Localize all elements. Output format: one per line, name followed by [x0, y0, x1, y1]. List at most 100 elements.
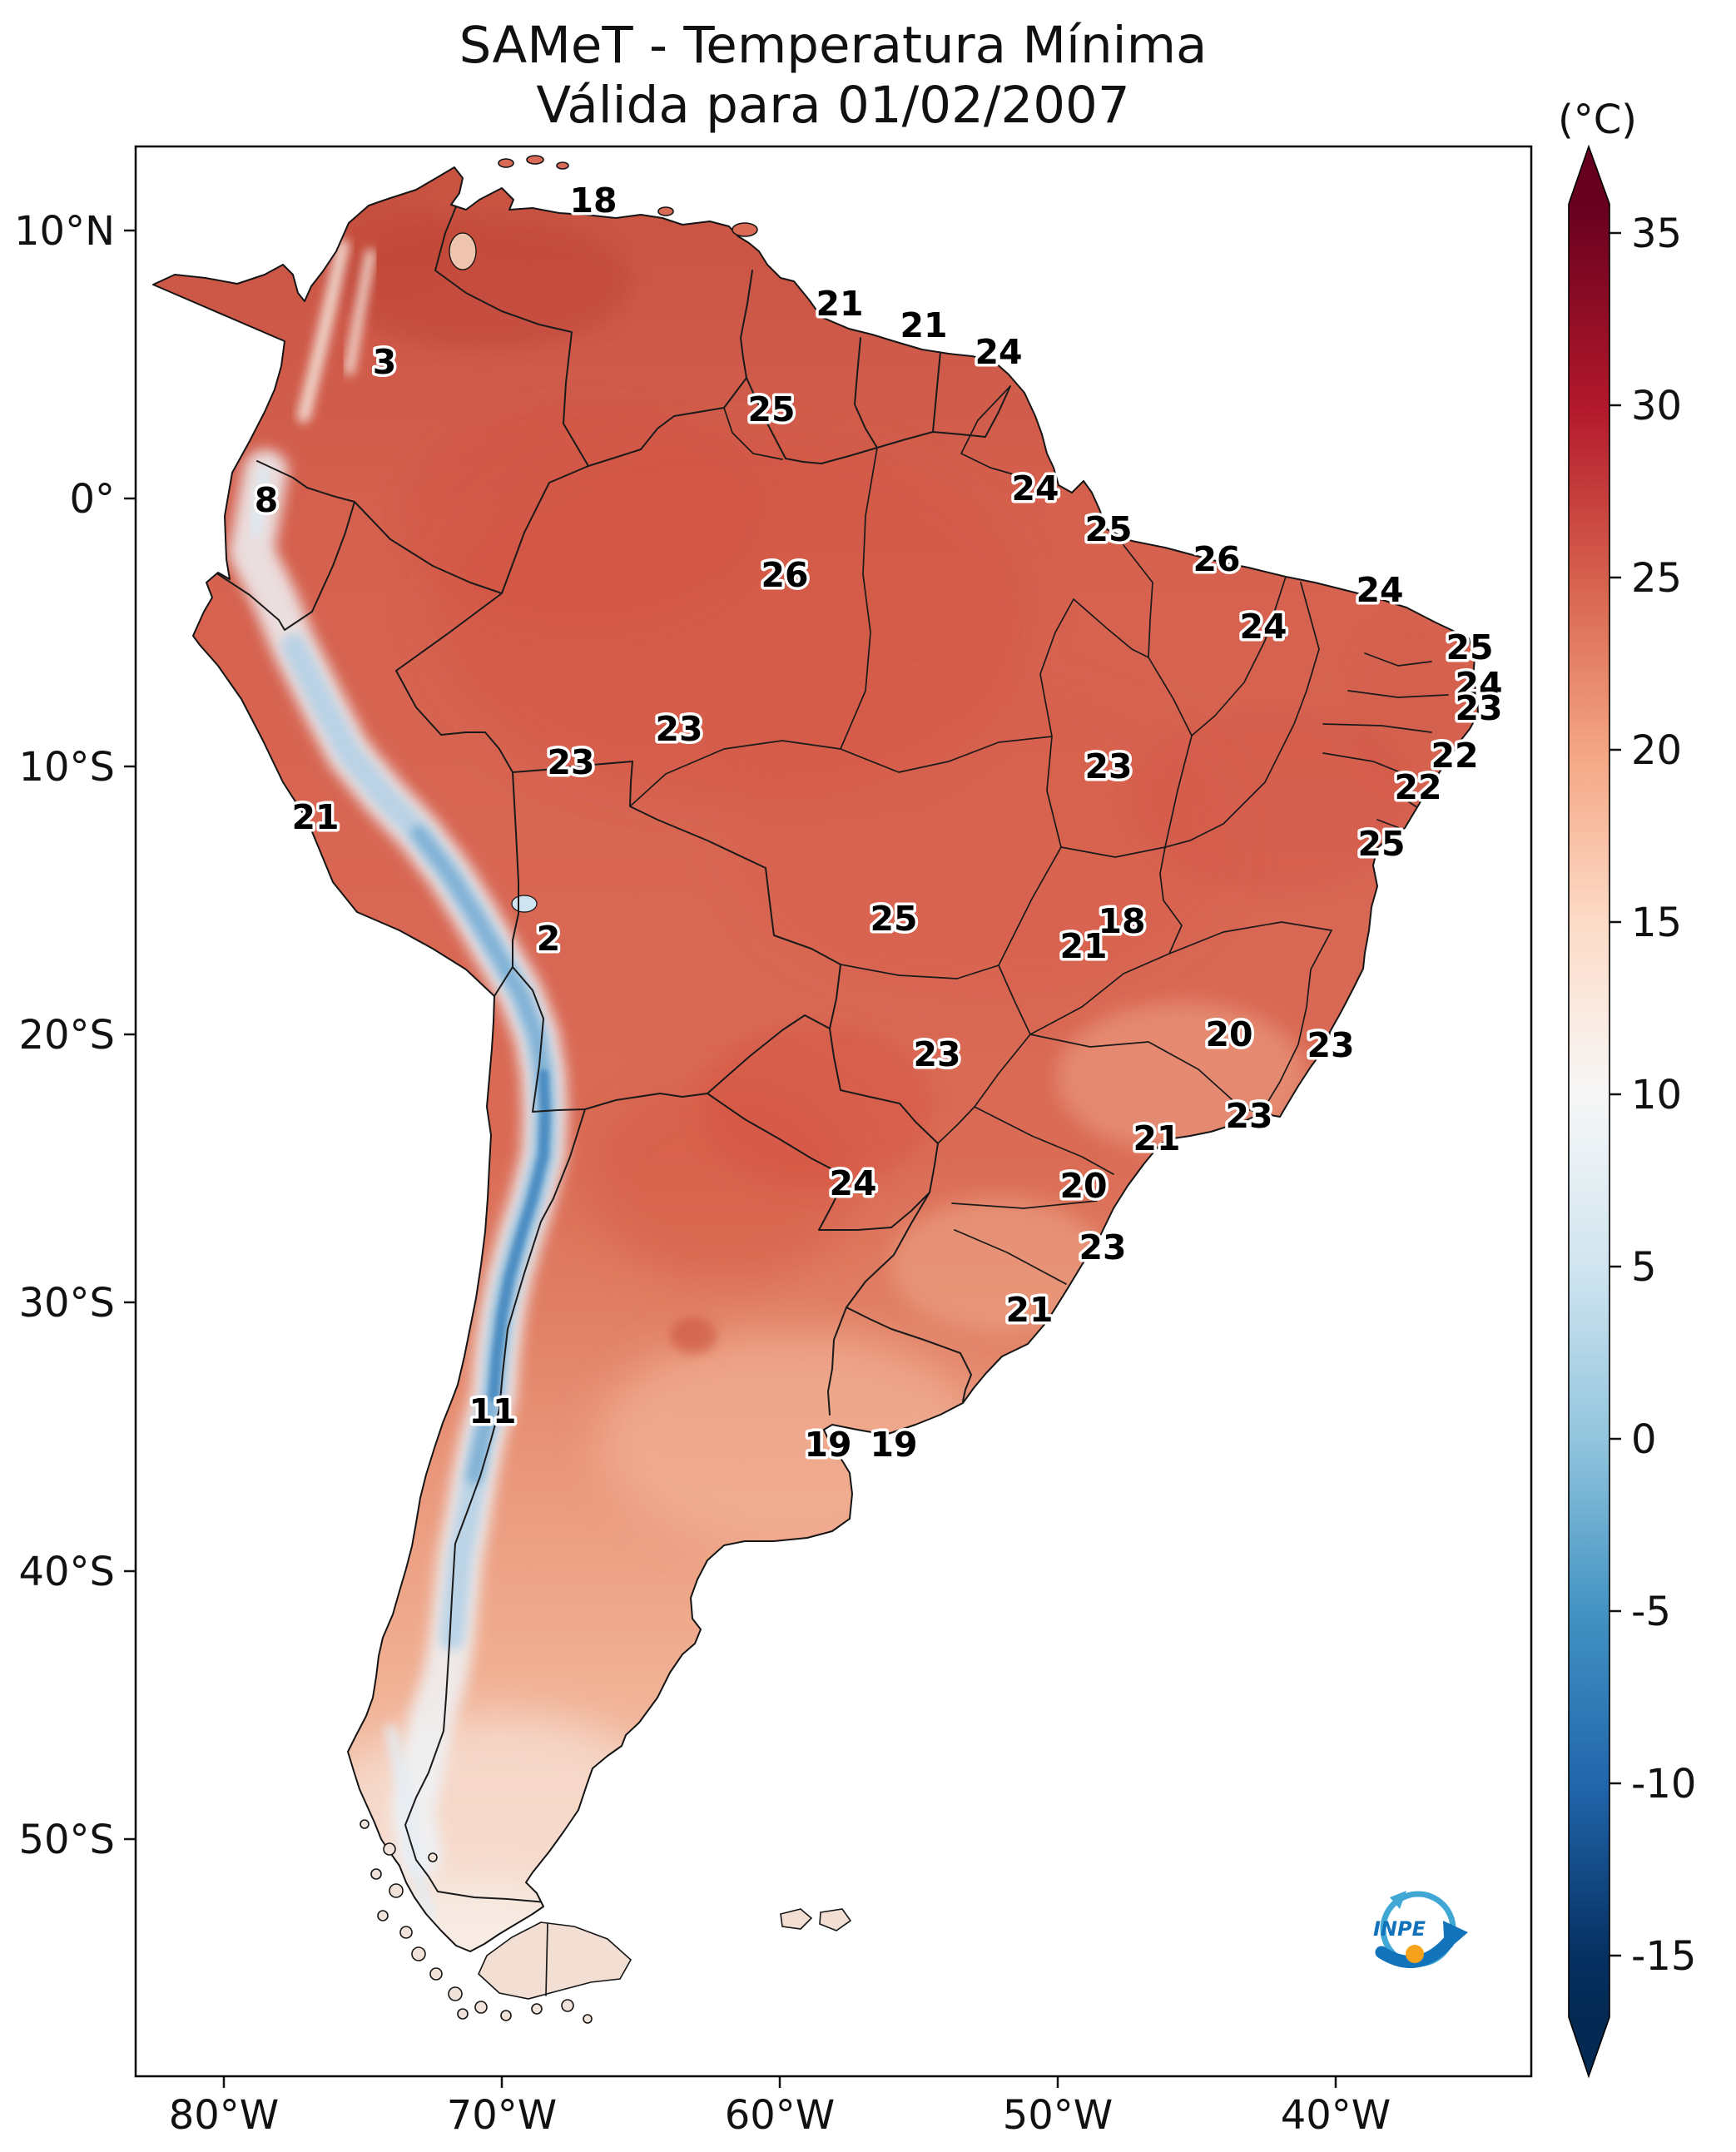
colorbar-unit-label: (°C) [1558, 97, 1637, 143]
colorbar-tick-label: 15 [1631, 900, 1682, 946]
temp-label: 21 [1133, 1118, 1180, 1158]
warm-blob-colombia [316, 200, 466, 300]
temp-label: 21 [816, 284, 863, 324]
cool-blob-pampas [599, 1331, 982, 1548]
temp-label: 26 [1193, 539, 1240, 579]
inpe-logo-orange-dot-icon [1406, 1945, 1424, 1963]
temp-label: 20 [1205, 1014, 1252, 1054]
lake-titicaca [511, 895, 538, 913]
lon-tick-label: 60°W [725, 2092, 836, 2139]
temp-label: 24 [829, 1163, 876, 1203]
warm-blob-paraguay [699, 1024, 932, 1190]
temp-label: 22 [1394, 767, 1441, 807]
islands [360, 155, 852, 2024]
temp-label: 20 [1059, 1166, 1107, 1206]
chart-title: SAMeT - Temperatura Mínima [459, 16, 1208, 75]
fjord-islets [360, 1819, 593, 2024]
lat-axis: 10°N 0° 10°S 20°S 30°S 40°S 50°S [14, 208, 136, 1863]
temp-label: 18 [569, 181, 617, 221]
warm-blob-ne-interior [1132, 707, 1415, 890]
temp-label: 25 [747, 389, 795, 429]
inpe-logo-text: INPE [1373, 1917, 1426, 1941]
temp-label: 21 [1005, 1290, 1053, 1330]
temp-label: 11 [469, 1391, 516, 1431]
inpe-logo-swirl-arrowhead-icon [1390, 1891, 1406, 1909]
temp-label: 21 [1059, 926, 1107, 966]
temp-label: 2 [537, 919, 561, 959]
temp-label: 22 [1431, 736, 1478, 776]
colorbar-tick-label: 35 [1631, 211, 1682, 257]
temp-label: 21 [900, 305, 947, 345]
colorbar-tick-label: 0 [1631, 1416, 1657, 1463]
temp-label: 19 [804, 1425, 851, 1465]
plot-frame [134, 145, 1533, 2078]
warm-blob-central-brazil [732, 682, 1232, 999]
state-borders [629, 385, 1449, 1285]
temp-label: 23 [913, 1034, 960, 1074]
lon-tick-label: 70°W [447, 2092, 558, 2139]
cool-blob-se-highlands [1057, 1003, 1307, 1153]
lon-axis: 80°W 70°W 60°W 50°W 40°W [169, 2076, 1391, 2139]
temp-label: 24 [1011, 469, 1059, 508]
pale-blob-patagonia [283, 1714, 716, 1951]
temp-label: 21 [291, 797, 339, 837]
colorbar-tick-label: -10 [1631, 1761, 1696, 1807]
lat-tick-label: 10°S [18, 744, 115, 791]
warm-blob-west-amazon [399, 399, 766, 632]
lat-tick-label: 10°N [14, 208, 115, 255]
temp-label: 24 [1356, 570, 1403, 610]
colorbar-bar [1568, 144, 1610, 2079]
lat-tick-label: 20°S [18, 1012, 115, 1059]
colorbar-tick-label: 5 [1631, 1244, 1657, 1291]
temp-label: 24 [1239, 607, 1287, 647]
andes-band [229, 239, 568, 1920]
lon-tick-label: 80°W [169, 2092, 280, 2139]
temp-label: 19 [870, 1425, 917, 1465]
temp-label: 18 [1098, 901, 1145, 941]
colorbar-ticks: 35 30 25 20 15 10 5 0 -5 -10 -15 [1610, 211, 1696, 1980]
lat-tick-label: 40°S [18, 1549, 115, 1595]
temperature-field [153, 167, 1478, 1951]
temp-label: 24 [1455, 665, 1502, 705]
colorbar-tick-label: 25 [1631, 555, 1682, 602]
temp-label: 26 [761, 555, 808, 595]
cool-blob-rs [890, 1198, 1107, 1331]
lon-tick-label: 50°W [1003, 2092, 1114, 2139]
caribbean-islands [498, 155, 758, 237]
colorbar: (°C) 35 30 25 20 15 10 5 0 -5 -10 -15 [1558, 97, 1696, 2079]
temp-label: 25 [1084, 509, 1132, 549]
temp-label: 23 [547, 742, 594, 782]
temp-label: 23 [1455, 688, 1502, 728]
country-borders [217, 181, 1011, 1903]
lon-tick-label: 40°W [1281, 2092, 1391, 2139]
tierra-del-fuego [478, 1921, 632, 2000]
temp-label: 23 [655, 709, 702, 749]
temp-label: 25 [870, 899, 917, 939]
temp-label: 25 [1446, 627, 1493, 667]
temp-label: 23 [1079, 1227, 1126, 1267]
lat-tick-label: 0° [69, 476, 115, 523]
lat-tick-label: 30°S [18, 1280, 115, 1326]
colorbar-tick-label: -15 [1631, 1933, 1696, 1980]
tierra-del-fuego-border [545, 1923, 548, 1996]
colorbar-tick-label: -5 [1631, 1589, 1671, 1635]
lake-maracaibo [449, 232, 477, 270]
colorbar-tick-label: 10 [1631, 1072, 1682, 1118]
chart-subtitle: Válida para 01/02/2007 [536, 76, 1129, 135]
temp-label: 24 [975, 332, 1022, 372]
temp-label: 3 [373, 342, 397, 382]
temp-label: 23 [1225, 1096, 1272, 1136]
temp-label: 25 [1357, 824, 1405, 864]
falkland-islands [780, 1908, 852, 1931]
temp-label: 23 [1084, 746, 1132, 786]
lat-tick-label: 50°S [18, 1817, 115, 1863]
temp-label: 23 [1307, 1025, 1354, 1065]
warm-spot-argentina [670, 1317, 717, 1354]
inpe-logo-arrowhead-icon [1443, 1921, 1468, 1952]
inpe-logo: INPE [1373, 1891, 1468, 1969]
temp-label: 8 [255, 480, 279, 520]
colorbar-tick-label: 30 [1631, 383, 1682, 429]
